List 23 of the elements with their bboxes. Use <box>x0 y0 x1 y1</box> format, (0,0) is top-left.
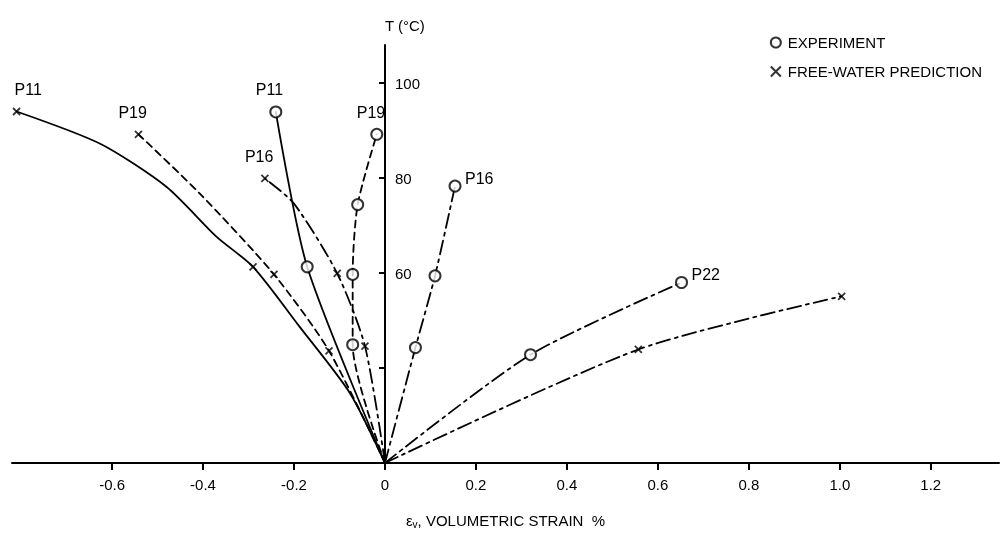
x-tick-label: 1.2 <box>920 476 942 493</box>
x-tick-label: -0.2 <box>281 476 307 493</box>
y-tick-label: 80 <box>394 169 412 187</box>
series-label: P11 <box>255 81 284 99</box>
x-tick-label: -0.6 <box>99 476 125 493</box>
x-tick-label: 0.8 <box>738 476 760 493</box>
x-tick-label: 0.6 <box>647 476 669 493</box>
series-label: P22 <box>691 266 721 283</box>
series-label: P19 <box>356 103 386 121</box>
x-tick-label: 0.4 <box>556 476 578 493</box>
series-label: P16 <box>465 169 494 187</box>
series-label: P19 <box>118 103 148 121</box>
y-tick-label: 60 <box>394 264 412 282</box>
series-label: P11 <box>14 81 42 98</box>
y-tick-label: 100 <box>394 74 420 92</box>
y-axis-title: T (°C) <box>384 17 425 34</box>
legend-label: FREE-WATER PREDICTION <box>787 63 983 80</box>
x-tick-label: -0.4 <box>190 476 216 493</box>
legend-label: EXPERIMENT <box>787 34 886 51</box>
x-tick-label: 0.2 <box>465 476 487 493</box>
x-tick-label: 1.0 <box>829 476 851 493</box>
series-label: P16 <box>244 147 274 165</box>
x-tick-label: 0 <box>380 476 390 493</box>
